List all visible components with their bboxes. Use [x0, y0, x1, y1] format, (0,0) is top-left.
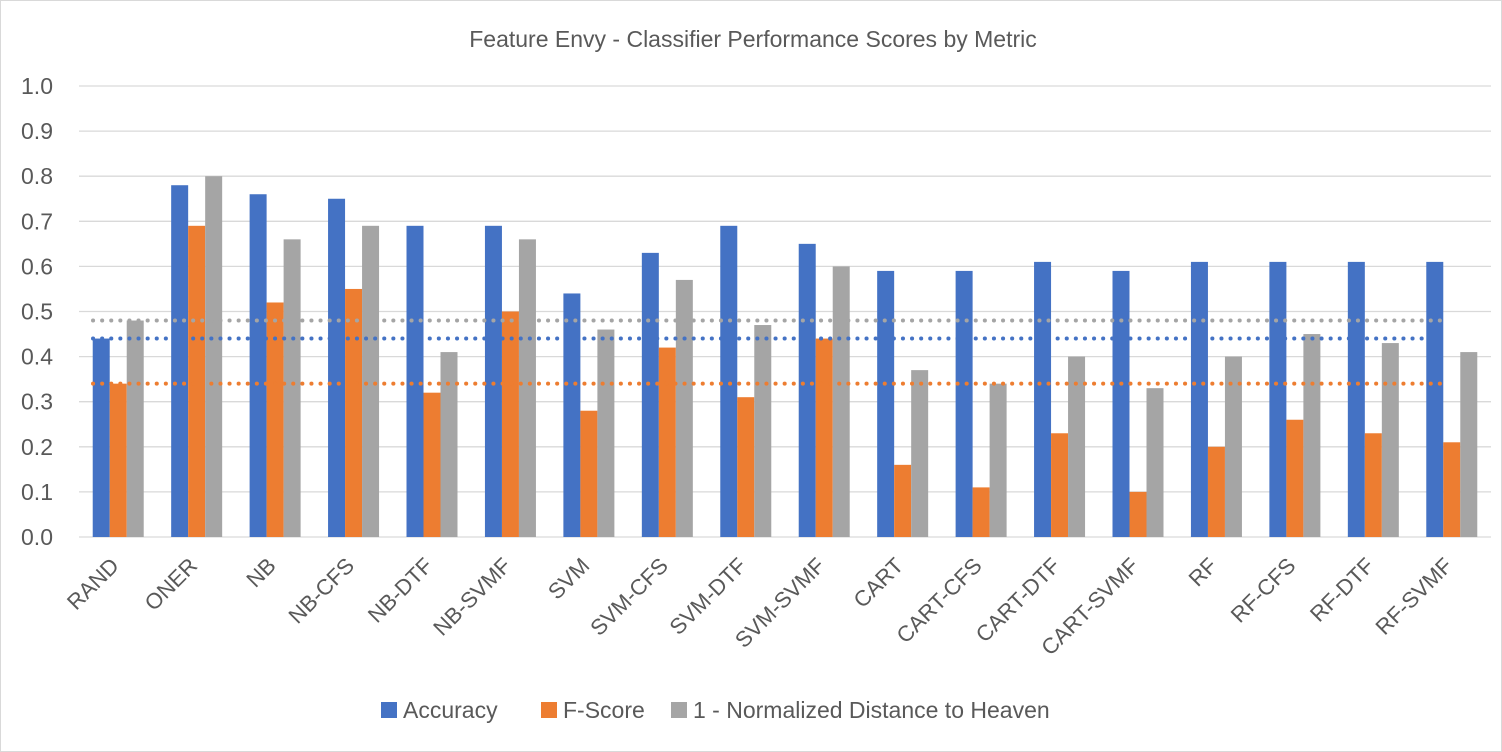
bar-1-normalized-distance-to-heaven-rand: [126, 320, 144, 537]
bar-f-score-rf: [1207, 446, 1225, 537]
bar-1-normalized-distance-to-heaven-svm-svmf: [832, 266, 850, 537]
y-tick-label: 1.0: [21, 73, 53, 99]
reference-lines: [91, 318, 1449, 386]
bar-f-score-svm: [580, 410, 598, 537]
bar-1-normalized-distance-to-heaven-nb-cfs: [362, 225, 380, 537]
legend-label: F-Score: [563, 697, 645, 723]
y-tick-label: 0.1: [21, 479, 53, 505]
y-tick-label: 0.7: [21, 208, 53, 234]
bar-accuracy-cart-svmf: [1112, 270, 1130, 537]
bar-accuracy-rf-dtf: [1347, 261, 1365, 537]
bar-f-score-rand: [109, 383, 127, 537]
bar-accuracy-svm-dtf: [720, 225, 738, 537]
bar-accuracy-rf: [1190, 261, 1208, 537]
bar-1-normalized-distance-to-heaven-cart-svmf: [1146, 388, 1164, 537]
bar-accuracy-nb-svmf: [484, 225, 502, 537]
bar-accuracy-rand: [92, 338, 110, 537]
x-category-label: RAND: [62, 553, 124, 615]
bar-1-normalized-distance-to-heaven-cart-dtf: [1068, 356, 1086, 537]
bar-accuracy-nb-dtf: [406, 225, 424, 537]
bar-accuracy-nb: [249, 194, 267, 538]
bar-f-score-cart: [894, 464, 912, 537]
y-tick-label: 0.4: [21, 344, 53, 370]
bar-1-normalized-distance-to-heaven-svm: [597, 329, 615, 537]
chart-title: Feature Envy - Classifier Performance Sc…: [469, 26, 1037, 52]
gridlines: [79, 85, 1491, 538]
bar-1-normalized-distance-to-heaven-nb-svmf: [518, 239, 536, 537]
bar-1-normalized-distance-to-heaven-cart: [911, 370, 929, 537]
bar-1-normalized-distance-to-heaven-rf-dtf: [1381, 343, 1399, 537]
bar-1-normalized-distance-to-heaven-svm-dtf: [754, 325, 772, 537]
bar-f-score-cart-svmf: [1129, 491, 1147, 537]
bar-f-score-oner: [188, 225, 206, 537]
bars: [92, 176, 1478, 538]
y-tick-label: 0.0: [21, 524, 53, 550]
x-category-label: NB-SVMF: [428, 553, 516, 641]
bar-1-normalized-distance-to-heaven-svm-cfs: [675, 279, 693, 537]
bar-accuracy-svm: [563, 293, 581, 537]
legend-swatch: [671, 702, 687, 718]
x-category-label: RF-DTF: [1305, 553, 1379, 627]
legend-swatch: [541, 702, 557, 718]
x-category-label: RF-CFS: [1226, 553, 1301, 628]
bar-1-normalized-distance-to-heaven-nb: [283, 239, 301, 537]
x-category-label: ONER: [140, 553, 203, 616]
bar-f-score-svm-dtf: [737, 397, 755, 537]
x-category-label: CART: [848, 553, 908, 613]
bar-accuracy-oner: [171, 185, 189, 537]
y-tick-label: 0.2: [21, 434, 53, 460]
bar-f-score-nb-svmf: [501, 311, 519, 537]
x-category-label: NB: [241, 553, 280, 592]
bar-1-normalized-distance-to-heaven-cart-cfs: [989, 383, 1007, 537]
bar-f-score-cart-cfs: [972, 487, 990, 537]
bar-f-score-rf-dtf: [1364, 433, 1382, 537]
bar-1-normalized-distance-to-heaven-oner: [205, 176, 223, 537]
y-tick-label: 0.6: [21, 253, 53, 279]
x-category-label: SVM-CFS: [585, 553, 673, 641]
x-category-label: RF: [1184, 553, 1222, 591]
x-category-label: RF-SVMF: [1371, 553, 1458, 640]
bar-1-normalized-distance-to-heaven-nb-dtf: [440, 352, 458, 537]
legend-label: 1 - Normalized Distance to Heaven: [693, 697, 1050, 723]
x-category-label: SVM: [543, 553, 594, 604]
bar-1-normalized-distance-to-heaven-rf: [1224, 356, 1242, 537]
x-category-label: NB-DTF: [363, 553, 438, 628]
legend-label: Accuracy: [403, 697, 498, 723]
bar-accuracy-rf-cfs: [1269, 261, 1287, 537]
legend-swatch: [381, 702, 397, 718]
y-axis: 0.0 0.1 0.2 0.3 0.4 0.5 0.6 0.7 0.8 0.9 1.0: [21, 73, 53, 550]
bar-accuracy-cart-cfs: [955, 270, 973, 537]
bar-accuracy-cart: [877, 270, 895, 537]
legend: Accuracy F-Score 1 - Normalized Distance t…: [381, 697, 1050, 723]
y-tick-label: 0.9: [21, 118, 53, 144]
y-tick-label: 0.3: [21, 389, 53, 415]
x-category-label: NB-CFS: [284, 553, 360, 629]
bar-f-score-rf-cfs: [1286, 419, 1304, 537]
bar-accuracy-svm-svmf: [798, 243, 816, 537]
bar-f-score-nb-cfs: [345, 288, 363, 537]
bar-f-score-nb: [266, 302, 284, 537]
bar-f-score-svm-svmf: [815, 338, 833, 537]
y-tick-label: 0.5: [21, 299, 53, 325]
bar-accuracy-rf-svmf: [1426, 261, 1444, 537]
bar-1-normalized-distance-to-heaven-rf-svmf: [1460, 352, 1478, 537]
bar-f-score-cart-dtf: [1051, 433, 1069, 537]
bar-f-score-svm-cfs: [658, 347, 676, 537]
bar-accuracy-svm-cfs: [641, 252, 659, 537]
bar-f-score-nb-dtf: [423, 392, 441, 537]
bar-f-score-rf-svmf: [1443, 442, 1461, 537]
bar-1-normalized-distance-to-heaven-rf-cfs: [1303, 334, 1321, 537]
y-tick-label: 0.8: [21, 163, 53, 189]
bar-accuracy-nb-cfs: [328, 198, 346, 537]
bar-accuracy-cart-dtf: [1034, 261, 1052, 537]
x-category-label: CART-CFS: [891, 553, 986, 648]
